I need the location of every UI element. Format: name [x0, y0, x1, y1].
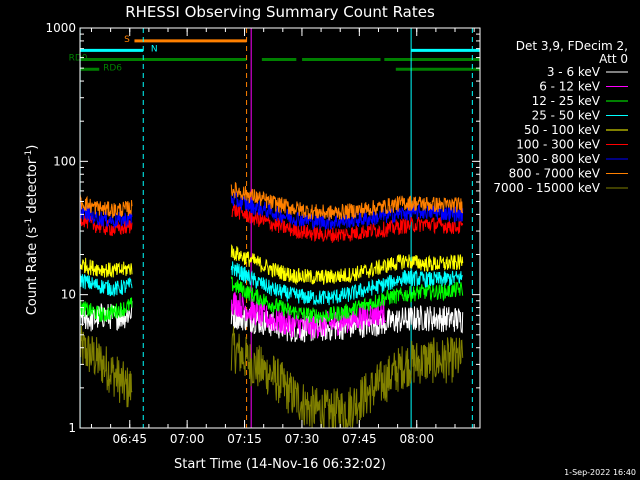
- legend-entry-0: 3 - 6 keV: [547, 65, 601, 79]
- series-6-12keV-segment-0: [230, 291, 387, 339]
- legend-header-line-1: Det 3,9, FDecim 2,: [516, 39, 628, 53]
- flag-rd6-label: RD6: [103, 63, 122, 73]
- legend-entry-1: 6 - 12 keV: [539, 80, 601, 94]
- render-timestamp: 1-Sep-2022 16:40: [564, 468, 636, 477]
- chart-title: RHESSI Observing Summary Count Rates: [125, 3, 435, 21]
- x-tick-label-1: 07:00: [170, 432, 205, 446]
- series-25-50keV-segment-1: [230, 261, 463, 306]
- y-axis-label-sup2: -1: [24, 150, 34, 159]
- series-300-800keV-segment-1: [230, 191, 464, 231]
- legend-entry-3: 25 - 50 keV: [532, 109, 601, 123]
- y-axis-label-mid: detector: [25, 158, 40, 218]
- legend-entry-2: 12 - 25 keV: [532, 94, 601, 108]
- series-100-300keV-segment-1: [231, 202, 464, 243]
- series-800-7000keV-segment-1: [230, 181, 464, 221]
- y-tick-label-1: 10: [61, 288, 76, 302]
- legend-entry-4: 50 - 100 keV: [524, 123, 601, 137]
- flag-s-label: S: [124, 35, 130, 45]
- series-50-100keV-segment-0: [79, 257, 133, 278]
- y-axis-label-main: Count Rate (s: [25, 227, 40, 316]
- series-layer: [79, 181, 464, 429]
- x-tick-label-2: 07:15: [227, 432, 262, 446]
- flag-rd0-label: RD0: [69, 54, 88, 64]
- series-50-100keV-segment-1: [230, 244, 464, 286]
- x-tick-label-5: 08:00: [399, 432, 434, 446]
- legend-entry-6: 300 - 800 keV: [516, 152, 600, 166]
- y-axis-label-end: ): [25, 145, 40, 150]
- y-axis-label-sup1: -1: [24, 218, 34, 227]
- plot-frame: [79, 27, 481, 429]
- y-tick-label-3: 1000: [45, 21, 76, 35]
- series-25-50keV-segment-0: [79, 273, 133, 297]
- x-tick-label-4: 07:45: [342, 432, 377, 446]
- legend-entry-5: 100 - 300 keV: [516, 138, 600, 152]
- y-tick-label-0: 1: [68, 421, 76, 435]
- series-12-25keV-segment-1: [230, 276, 464, 324]
- series-7000-15000keV-segment-0: [79, 325, 133, 408]
- y-axis-label: Count Rate (s-1 detector-1): [24, 145, 40, 316]
- x-tick-label-3: 07:30: [285, 432, 320, 446]
- y-tick-label-2: 100: [53, 154, 76, 168]
- series-7000-15000keV-segment-1: [230, 326, 464, 429]
- legend-entry-7: 800 - 7000 keV: [509, 167, 601, 181]
- series-12-25keV-segment-0: [79, 297, 133, 322]
- x-axis-label: Start Time (14-Nov-16 06:32:02): [174, 457, 386, 472]
- flag-n-label: N: [151, 44, 158, 54]
- x-tick-label-0: 06:45: [112, 432, 147, 446]
- legend-entry-8: 7000 - 15000 keV: [493, 181, 600, 195]
- series-800-7000keV-segment-0: [79, 194, 133, 218]
- flag-layer: S N RD0 RD6: [69, 35, 480, 73]
- axis-layer: 06:45 07:00 07:15 07:30 07:45 08:00 1 10 100 1000: [45, 21, 480, 446]
- legend-header-line-2: Att 0: [599, 52, 628, 66]
